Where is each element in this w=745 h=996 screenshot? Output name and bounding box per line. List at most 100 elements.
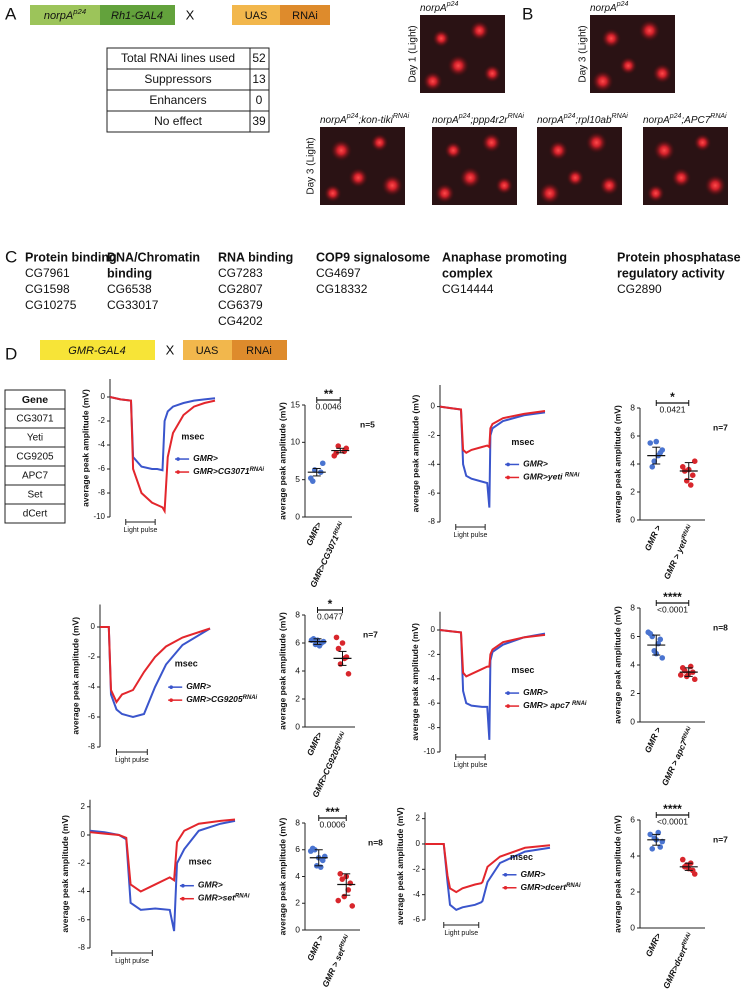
data-point [691, 871, 698, 877]
ommatidia [693, 133, 712, 152]
annotation: Light pulse [115, 958, 149, 965]
ommatidia [652, 63, 673, 84]
y-tick-label: -6 [413, 915, 421, 924]
legend-marker [503, 872, 508, 877]
data-point [347, 880, 354, 886]
y-tick-label: -4 [413, 890, 421, 899]
table-text: Suppressors [144, 72, 211, 86]
y-tick-label: 15 [291, 399, 301, 409]
y-tick-label: -10 [93, 512, 105, 521]
n-label: n=7 [713, 422, 728, 432]
p-value: 0.0421 [660, 404, 686, 414]
y-tick-label: -6 [78, 915, 86, 924]
legend-marker [506, 462, 510, 467]
ommatidia [566, 168, 585, 187]
image-title: norpAp24;kon-tikiRNAi [320, 113, 410, 125]
genotype-box [30, 5, 100, 25]
image-title: norpAp24 [420, 1, 458, 13]
data-point [309, 478, 316, 484]
data-point [691, 458, 698, 465]
y-tick-label: 0 [431, 402, 436, 411]
data-point [679, 464, 686, 470]
y-tick-label: 5 [295, 474, 300, 484]
y-tick-label: -10 [423, 747, 435, 756]
label-part: GMR > yeti [662, 536, 690, 581]
superscript: RNAi [250, 467, 265, 473]
y-axis-label: average peak amplitude (mV) [612, 405, 622, 523]
data-point [679, 856, 686, 863]
significance-stars: ** [324, 387, 334, 401]
genotype-box [100, 5, 175, 25]
ommatidia [653, 139, 676, 162]
significance-stars: **** [663, 802, 682, 816]
y-tick-label: 6 [630, 814, 635, 824]
data-point [647, 831, 654, 838]
data-point [319, 460, 326, 467]
y-tick-label: 0 [416, 839, 421, 848]
y-tick-label: 10 [291, 437, 301, 447]
ommatidia [381, 174, 404, 197]
trace [439, 405, 546, 508]
label-part: GMR>dcert [661, 944, 690, 991]
legend-label: GMR> [193, 453, 218, 463]
y-tick-label: -8 [428, 517, 436, 526]
data-point [345, 671, 352, 677]
ommatidia [459, 166, 482, 189]
ommatidia [330, 139, 353, 162]
label-part: GMR>set [198, 893, 236, 903]
ommatidia [646, 184, 665, 203]
x-tick-label: GMR> [304, 521, 324, 548]
trace [439, 405, 546, 455]
legend-marker [169, 698, 173, 702]
ommatidia [591, 70, 614, 93]
annotation: Light pulse [124, 527, 158, 534]
superscript: RNAi [572, 701, 587, 707]
superscript: RNAi [235, 893, 250, 899]
panel-label: B [522, 4, 533, 23]
trace [89, 819, 236, 932]
label-part: norpA [320, 115, 347, 126]
superscript: RNAi [565, 472, 580, 478]
label-part: GMR> apc7 [523, 700, 572, 710]
y-tick-label: 2 [295, 693, 300, 703]
panel-label: A [5, 4, 17, 23]
table-text: Yeti [27, 433, 43, 444]
label-part: GMR > [643, 726, 664, 755]
gene-name: CG10275 [25, 298, 77, 312]
legend-marker [176, 457, 180, 461]
trace [439, 629, 546, 740]
table-text: dCert [23, 509, 48, 520]
data-point [657, 636, 664, 643]
legend-marker [506, 691, 510, 695]
legend-marker [176, 470, 180, 474]
ommatidia [599, 175, 620, 196]
cross: X [166, 342, 175, 357]
label-part: GMR> [193, 453, 218, 463]
superscript: RNAi [566, 882, 581, 888]
superscript: RNAi [334, 730, 346, 746]
superscript: p24 [458, 113, 471, 120]
category-heading: Protein phosphatase [617, 250, 741, 264]
y-tick-label: -6 [98, 464, 106, 473]
y-tick-label: -4 [428, 459, 436, 468]
ommatidia [538, 182, 561, 205]
data-point [689, 472, 696, 479]
superscript: p24 [346, 113, 359, 120]
x-tick-label: GMR> [305, 731, 325, 758]
gene-name: CG4697 [316, 266, 361, 280]
label-part: GMR> [644, 932, 664, 959]
label-part: GMR > [643, 524, 664, 553]
data-point [339, 640, 346, 646]
trace [439, 629, 546, 678]
category-heading: DNA/Chromatin [107, 250, 200, 264]
trace [100, 626, 211, 704]
n-label: n=5 [360, 419, 375, 429]
label-part: Rh1-GAL4 [111, 10, 163, 22]
y-tick-label: -4 [428, 674, 436, 683]
y-tick-label: 6 [295, 637, 300, 647]
ommatidia [444, 141, 463, 160]
superscript: p24 [616, 1, 629, 8]
y-tick-label: 0 [630, 514, 635, 524]
legend-marker [169, 685, 173, 689]
data-point [349, 903, 356, 909]
